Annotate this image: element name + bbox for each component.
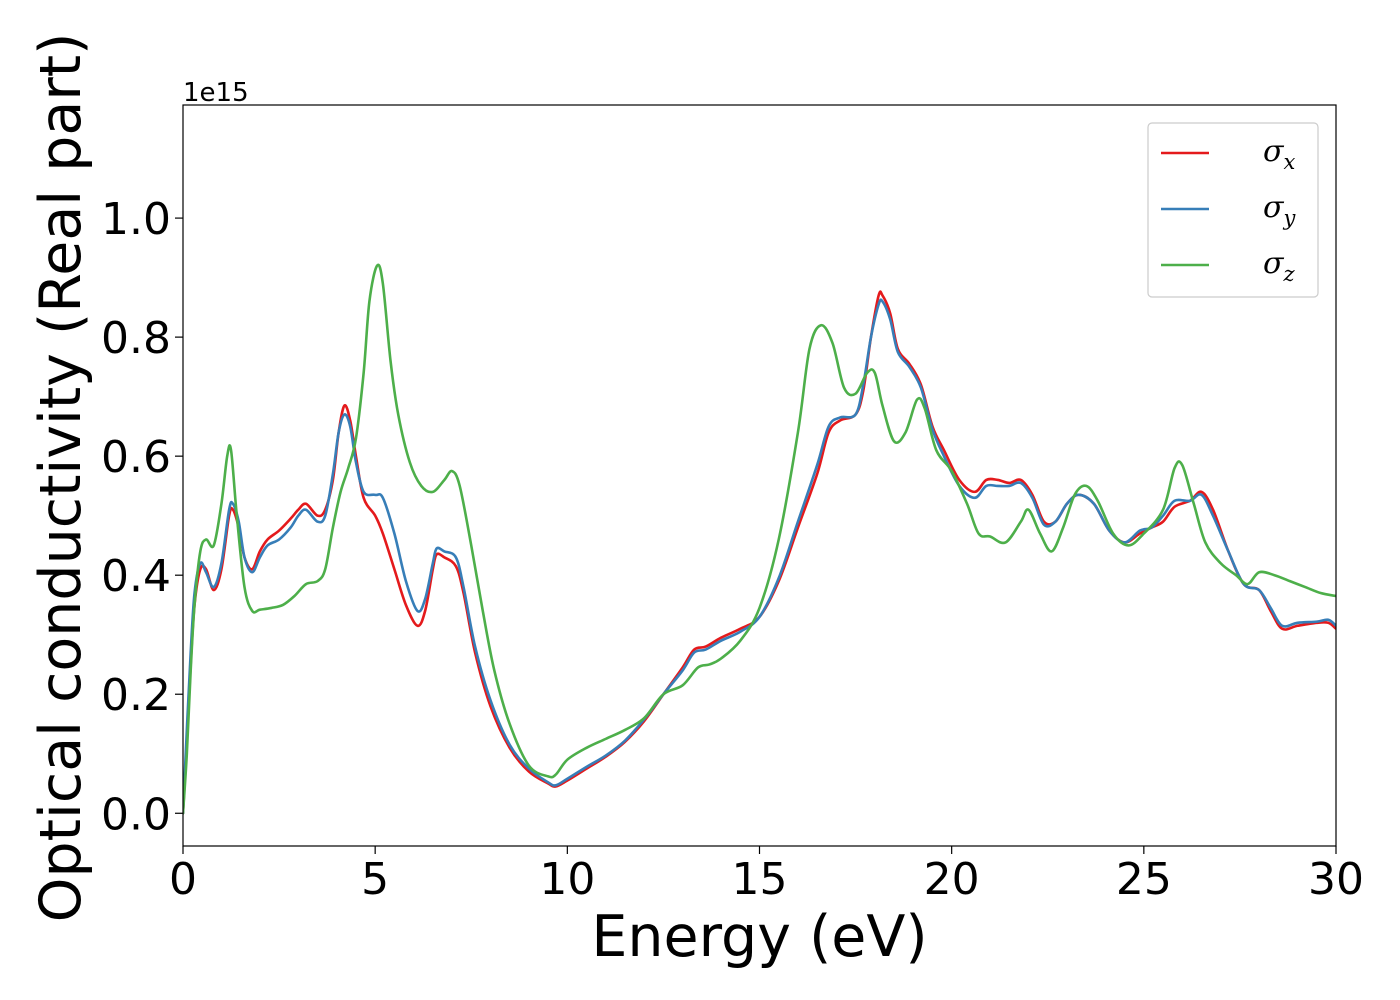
series-layer [183, 263, 1336, 815]
legend-symbol: σ [1263, 190, 1285, 225]
y-tick-label: 0.8 [101, 313, 171, 364]
x-tick-label: 20 [924, 854, 980, 905]
legend-subscript: z [1282, 262, 1295, 286]
x-tick-label: 30 [1308, 854, 1364, 905]
y-tick-label: 0.2 [101, 670, 171, 721]
legend-subscript: y [1282, 206, 1296, 230]
legend-label-y: σy [1263, 190, 1296, 230]
y-tick-label: 0.4 [101, 551, 171, 602]
legend-label-x: σx [1263, 134, 1295, 174]
y-tick-label: 1.0 [101, 194, 171, 245]
series-line-y [183, 298, 1336, 815]
legend-subscript: x [1283, 150, 1295, 174]
x-axis-ticks: 0 5 10 15 20 25 30 [169, 846, 1364, 905]
x-tick-label: 5 [361, 854, 389, 905]
legend-label-z: σz [1263, 246, 1295, 286]
y-offset-label: 1e15 [183, 78, 249, 108]
legend-symbol: σ [1263, 134, 1285, 169]
legend-symbol: σ [1263, 246, 1285, 281]
y-tick-label: 0.6 [101, 432, 171, 483]
x-tick-label: 0 [169, 854, 197, 905]
series-line-x [183, 290, 1336, 815]
x-axis-label: Energy (eV) [591, 904, 927, 970]
y-axis-label: Optical conductivity (Real part) [28, 33, 94, 923]
x-tick-label: 25 [1116, 854, 1172, 905]
x-tick-label: 15 [732, 854, 788, 905]
y-tick-label: 0.0 [101, 789, 171, 840]
legend-box [1147, 122, 1319, 298]
x-tick-label: 10 [539, 854, 595, 905]
series-line-z [183, 263, 1336, 815]
y-axis-ticks: 0.0 0.2 0.4 0.6 0.8 1.0 [101, 194, 183, 840]
